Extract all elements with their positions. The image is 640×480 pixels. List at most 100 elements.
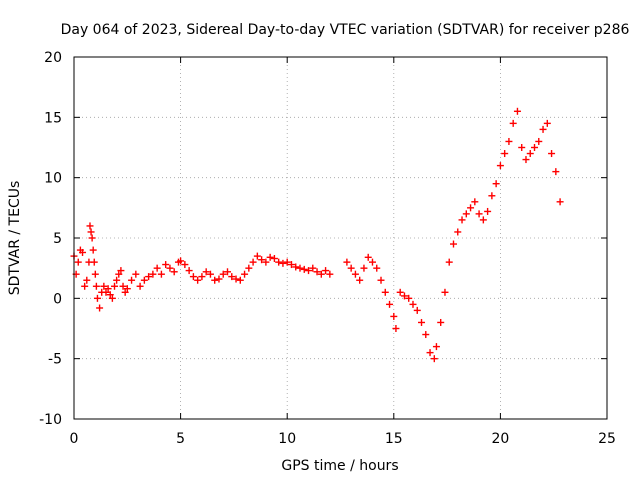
data-point xyxy=(501,150,509,158)
data-point xyxy=(475,210,483,218)
data-point xyxy=(189,273,197,281)
data-point xyxy=(149,270,157,278)
data-point xyxy=(356,276,364,284)
data-point xyxy=(283,258,291,266)
data-point xyxy=(86,222,94,230)
x-tick-label: 20 xyxy=(491,431,509,447)
data-point xyxy=(467,204,475,212)
x-axis-label: GPS time / hours xyxy=(281,458,398,474)
data-point xyxy=(531,144,539,151)
data-point xyxy=(484,207,492,215)
data-point xyxy=(471,198,479,206)
data-point xyxy=(106,291,114,299)
data-point xyxy=(426,349,434,357)
data-point xyxy=(392,325,400,332)
data-point xyxy=(215,275,223,283)
data-point xyxy=(479,216,487,224)
data-point xyxy=(364,253,372,261)
data-point xyxy=(317,270,325,278)
data-point xyxy=(132,270,140,278)
data-point xyxy=(79,248,87,256)
data-point xyxy=(458,216,466,224)
ticks-layer: 0 5 10 15 20 25 -10 -5 0 5 10 15 20 xyxy=(39,50,616,447)
data-point xyxy=(368,258,376,266)
data-point xyxy=(296,264,304,272)
x-tick-label: 0 xyxy=(70,431,79,447)
data-point xyxy=(104,285,112,293)
data-point xyxy=(89,246,97,254)
data-points-layer xyxy=(70,107,564,363)
data-point xyxy=(185,267,193,275)
x-tick-label: 25 xyxy=(598,431,616,447)
data-point xyxy=(87,228,95,236)
data-point xyxy=(157,270,165,278)
data-point xyxy=(249,258,257,266)
data-point xyxy=(449,240,457,248)
data-point xyxy=(492,180,500,188)
data-point xyxy=(526,150,534,158)
data-point xyxy=(113,276,121,284)
data-point xyxy=(539,125,547,133)
data-point xyxy=(373,264,381,272)
data-point xyxy=(153,264,161,272)
data-point xyxy=(351,270,359,278)
data-point xyxy=(535,137,543,145)
data-point xyxy=(253,252,261,260)
data-point xyxy=(275,258,283,266)
data-point xyxy=(206,270,214,278)
data-point xyxy=(177,257,185,265)
data-point xyxy=(115,270,123,278)
grid-layer xyxy=(74,57,607,419)
data-point xyxy=(400,292,408,300)
data-point xyxy=(194,276,202,284)
data-point xyxy=(96,304,104,312)
data-point xyxy=(88,234,96,242)
data-point xyxy=(445,258,453,266)
data-point xyxy=(181,261,189,269)
data-point xyxy=(123,285,131,293)
y-tick-label: -10 xyxy=(39,412,62,428)
x-tick-label: 10 xyxy=(278,431,296,447)
data-point xyxy=(343,258,351,266)
data-point xyxy=(128,276,136,284)
y-tick-label: 0 xyxy=(53,291,62,307)
plot-frame xyxy=(73,56,608,420)
data-point xyxy=(413,306,421,314)
data-point xyxy=(409,300,417,308)
data-point xyxy=(74,258,82,266)
data-point xyxy=(93,294,101,302)
data-point xyxy=(305,267,313,275)
data-point xyxy=(90,258,98,266)
data-point xyxy=(117,267,125,275)
data-point xyxy=(309,264,317,272)
data-point xyxy=(211,276,219,284)
data-point xyxy=(202,268,210,276)
data-point xyxy=(292,263,300,271)
y-tick-label: -5 xyxy=(48,352,62,368)
x-tick-label: 5 xyxy=(176,431,185,447)
data-point xyxy=(377,276,385,284)
data-point xyxy=(509,119,517,127)
data-point xyxy=(522,156,530,164)
data-point xyxy=(326,270,334,278)
data-point xyxy=(390,312,398,320)
data-point xyxy=(543,119,551,127)
data-point xyxy=(258,256,266,264)
data-point xyxy=(111,282,119,290)
data-point xyxy=(552,168,560,176)
data-point xyxy=(241,270,249,278)
data-point xyxy=(381,288,389,296)
data-point xyxy=(166,264,174,272)
data-point xyxy=(396,288,404,296)
data-point xyxy=(556,198,564,206)
data-point xyxy=(162,261,170,269)
data-point xyxy=(454,228,462,236)
data-point xyxy=(92,282,100,290)
data-point xyxy=(136,282,144,290)
data-point xyxy=(262,258,270,266)
chart-title: Day 064 of 2023, Sidereal Day-to-day VTE… xyxy=(61,22,630,38)
y-tick-label: 15 xyxy=(44,110,62,126)
data-point xyxy=(232,275,240,283)
data-point xyxy=(219,270,227,278)
